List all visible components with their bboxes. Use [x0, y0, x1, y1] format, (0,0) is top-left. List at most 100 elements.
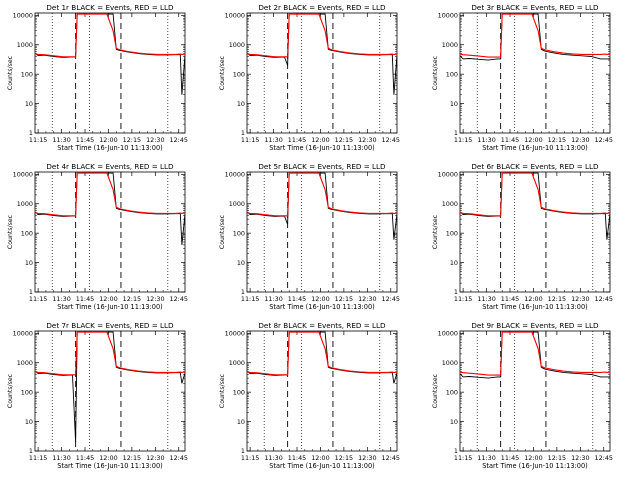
x-tick-label: 11:45 — [501, 454, 519, 462]
y-axis-label: Counts/sec — [7, 373, 14, 408]
x-tick-label: 12:00 — [311, 454, 329, 462]
y-tick-label: 10000 — [438, 330, 458, 338]
y-tick-label: 10000 — [13, 12, 33, 20]
x-tick-label: 12:15 — [548, 136, 566, 144]
x-tick-label: 12:00 — [311, 295, 329, 303]
y-tick-label: 10 — [237, 418, 245, 426]
series-events-line — [35, 331, 185, 443]
y-tick-label: 100 — [233, 229, 245, 237]
x-tick-label: 12:45 — [170, 136, 188, 144]
x-axis-label: Start Time (16-Jun-10 11:13:00) — [482, 144, 588, 152]
x-tick-label: 12:00 — [99, 454, 117, 462]
x-tick-label: 12:45 — [595, 454, 613, 462]
y-tick-label: 100 — [21, 70, 33, 78]
y-tick-label: 1000 — [17, 41, 33, 49]
detector-panel-2: Det 2r BLACK = Events, RED = LLD 1 10 100 10… — [219, 3, 400, 152]
plot-frame — [34, 12, 186, 134]
y-tick-label: 100 — [446, 229, 458, 237]
x-axis-label: Start Time (16-Jun-10 11:13:00) — [482, 303, 588, 311]
y-tick-label: 10 — [237, 259, 245, 267]
x-tick-label: 11:45 — [288, 454, 306, 462]
panel-title: Det 8r BLACK = Events, RED = LLD — [258, 321, 386, 330]
x-tick-label: 12:15 — [123, 454, 141, 462]
series-lld-line — [247, 331, 397, 376]
panel-title: Det 9r BLACK = Events, RED = LLD — [471, 321, 599, 330]
x-tick-label: 11:30 — [264, 454, 282, 462]
panel-title: Det 2r BLACK = Events, RED = LLD — [258, 3, 386, 12]
x-axis-label: Start Time (16-Jun-10 11:13:00) — [57, 303, 163, 311]
series-lld-line — [460, 13, 610, 58]
x-tick-label: 11:30 — [52, 295, 70, 303]
x-tick-label: 11:15 — [29, 454, 47, 462]
x-tick-label: 12:30 — [571, 136, 589, 144]
y-tick-label: 10 — [450, 418, 458, 426]
y-tick-label: 1 — [29, 288, 33, 296]
y-axis-label: Counts/sec — [432, 55, 439, 90]
y-tick-label: 10000 — [438, 12, 458, 20]
panel-title: Det 4r BLACK = Events, RED = LLD — [46, 162, 174, 171]
x-tick-label: 11:45 — [76, 454, 94, 462]
detector-panel-4: Det 4r BLACK = Events, RED = LLD 1 10 100 10… — [7, 162, 188, 311]
detector-panel-3: Det 3r BLACK = Events, RED = LLD 1 10 100 10… — [432, 3, 613, 152]
x-axis-label: Start Time (16-Jun-10 11:13:00) — [57, 462, 163, 470]
x-tick-label: 12:45 — [595, 136, 613, 144]
x-tick-label: 11:30 — [264, 295, 282, 303]
x-axis-label: Start Time (16-Jun-10 11:13:00) — [482, 462, 588, 470]
y-tick-label: 10000 — [225, 12, 245, 20]
plot-frame — [246, 171, 398, 293]
y-axis-label: Counts/sec — [432, 214, 439, 249]
plot-frame — [459, 171, 611, 293]
panel-title: Det 3r BLACK = Events, RED = LLD — [471, 3, 599, 12]
y-tick-label: 1000 — [229, 41, 245, 49]
x-tick-label: 11:45 — [76, 136, 94, 144]
x-axis-label: Start Time (16-Jun-10 11:13:00) — [269, 144, 375, 152]
y-tick-label: 1 — [241, 447, 245, 455]
y-tick-label: 1000 — [17, 359, 33, 367]
y-tick-label: 1000 — [442, 359, 458, 367]
x-tick-label: 11:15 — [241, 295, 259, 303]
series-events-line — [460, 13, 610, 61]
x-tick-label: 11:15 — [241, 454, 259, 462]
x-tick-label: 12:00 — [311, 136, 329, 144]
y-tick-label: 10 — [237, 100, 245, 108]
y-tick-label: 1 — [454, 129, 458, 137]
y-tick-label: 1000 — [442, 41, 458, 49]
plot-frame — [246, 12, 398, 134]
detector-panel-6: Det 6r BLACK = Events, RED = LLD 1 10 100 10… — [432, 162, 613, 311]
x-tick-label: 12:15 — [123, 295, 141, 303]
x-tick-label: 12:45 — [382, 454, 400, 462]
x-tick-label: 11:15 — [454, 136, 472, 144]
x-tick-label: 11:30 — [52, 454, 70, 462]
y-tick-label: 1 — [454, 447, 458, 455]
x-tick-label: 12:30 — [358, 454, 376, 462]
y-tick-label: 1 — [241, 288, 245, 296]
y-tick-label: 1000 — [229, 359, 245, 367]
x-tick-label: 11:45 — [288, 295, 306, 303]
x-tick-label: 12:15 — [123, 136, 141, 144]
detector-panel-7: Det 7r BLACK = Events, RED = LLD 1 10 100 10… — [7, 321, 188, 470]
x-tick-label: 12:30 — [571, 295, 589, 303]
x-tick-label: 11:30 — [264, 136, 282, 144]
x-tick-label: 12:45 — [170, 295, 188, 303]
x-tick-label: 11:15 — [29, 295, 47, 303]
x-tick-label: 11:15 — [454, 454, 472, 462]
x-axis-label: Start Time (16-Jun-10 11:13:00) — [57, 144, 163, 152]
y-tick-label: 10 — [450, 259, 458, 267]
panel-title: Det 5r BLACK = Events, RED = LLD — [258, 162, 386, 171]
series-events-line — [460, 331, 610, 379]
x-tick-label: 12:45 — [382, 295, 400, 303]
x-tick-label: 12:30 — [146, 454, 164, 462]
x-tick-label: 12:00 — [524, 136, 542, 144]
y-axis-label: Counts/sec — [219, 373, 226, 408]
x-tick-label: 11:45 — [288, 136, 306, 144]
y-tick-label: 10000 — [13, 171, 33, 179]
y-tick-label: 10000 — [13, 330, 33, 338]
y-axis-label: Counts/sec — [219, 55, 226, 90]
x-tick-label: 12:00 — [99, 295, 117, 303]
x-axis-label: Start Time (16-Jun-10 11:13:00) — [269, 462, 375, 470]
panel-title: Det 6r BLACK = Events, RED = LLD — [471, 162, 599, 171]
series-lld-line — [35, 331, 185, 376]
y-tick-label: 100 — [233, 388, 245, 396]
detector-panel-9: Det 9r BLACK = Events, RED = LLD 1 10 100 10… — [432, 321, 613, 470]
y-tick-label: 100 — [21, 229, 33, 237]
